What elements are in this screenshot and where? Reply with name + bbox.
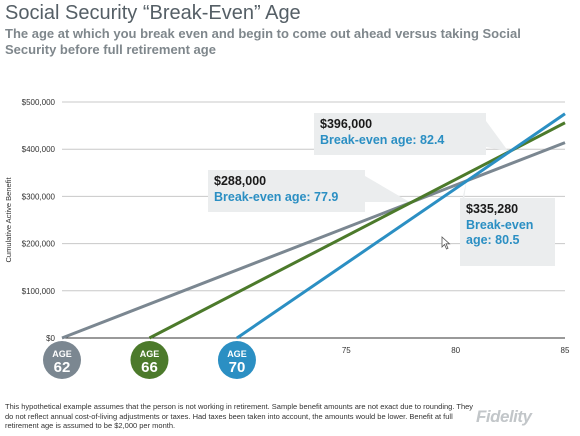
- age-badge-number: 66: [141, 359, 158, 376]
- callout-break-even-label: Break-even: [466, 218, 533, 232]
- y-axis-label: Cumulative Active Benefit: [4, 177, 13, 263]
- chart-subtitle: The age at which you break even and begi…: [5, 26, 521, 57]
- footnote: This hypothetical example assumes that t…: [5, 402, 474, 430]
- x-tick-label: 80: [451, 346, 460, 355]
- callout-break-even-label: Break-even age: 77.9: [214, 190, 338, 204]
- callout-pointer: [486, 121, 509, 152]
- y-tick-label: $200,000: [22, 240, 56, 249]
- callout-box: [208, 170, 365, 212]
- age-badge-circle: [217, 341, 256, 379]
- callout-pointer: [365, 176, 410, 203]
- series-line: [61, 141, 566, 340]
- age-badge-number: 70: [229, 359, 246, 376]
- mouse-cursor-icon: [441, 236, 451, 250]
- x-tick-label: 75: [342, 346, 351, 355]
- age-badge-top-label: AGE: [52, 349, 72, 359]
- age-badge-circle: [130, 341, 169, 379]
- callout-break-even-label: age: 80.5: [466, 233, 520, 247]
- y-tick-label: $300,000: [22, 192, 56, 201]
- x-tick-label: 85: [561, 346, 570, 355]
- callout-amount: $396,000: [320, 117, 372, 131]
- age-badge-top-label: AGE: [140, 349, 160, 359]
- callout-box: [314, 113, 486, 155]
- y-tick-label: $500,000: [22, 98, 56, 107]
- series-line: [236, 112, 566, 340]
- y-tick-label: $400,000: [22, 145, 56, 154]
- y-tick-label: $100,000: [22, 287, 56, 296]
- callout-amount: $288,000: [214, 174, 266, 188]
- age-badge-circle: [43, 341, 81, 379]
- callout-amount: $335,280: [466, 202, 518, 216]
- callout-break-even-label: Break-even age: 82.4: [320, 133, 444, 147]
- age-badge-top-label: AGE: [227, 349, 247, 359]
- callout-box: [460, 198, 555, 266]
- fidelity-logo: Fidelity: [476, 407, 532, 426]
- break-even-chart: $0 $100,000 $200,000 $300,000 $400,000 $500,0…: [4, 98, 570, 379]
- age-badge-number: 62: [54, 359, 71, 376]
- series-line: [148, 121, 566, 340]
- chart-title: Social Security “Break-Even” Age: [5, 2, 301, 24]
- y-tick-label: $0: [46, 334, 55, 343]
